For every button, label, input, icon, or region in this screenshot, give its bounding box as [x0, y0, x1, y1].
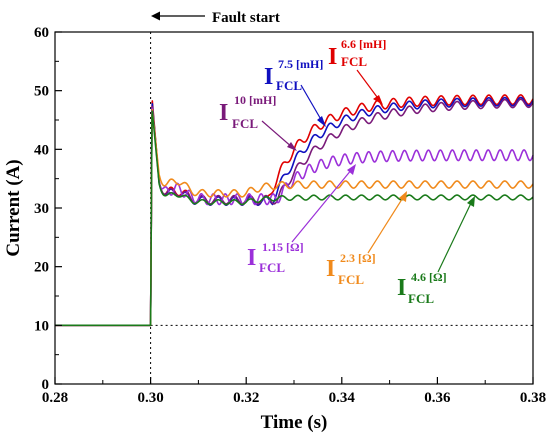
series-line-3 — [54, 98, 534, 327]
x-tick-label: 0.30 — [137, 390, 163, 406]
label-4.6-ohm: I 4.6 [Ω] FCL — [397, 270, 447, 306]
fault-start-label: Fault start — [212, 10, 280, 26]
series-line-6 — [54, 110, 534, 327]
pointer-arrows — [261, 69, 475, 273]
y-tick-label: 10 — [34, 318, 49, 334]
series-line-4 — [54, 107, 534, 327]
y-axis-title: Current (A) — [3, 159, 24, 256]
y-tick-label: 60 — [34, 25, 49, 41]
x-tick-label: 0.38 — [520, 390, 546, 406]
y-tick-label: 30 — [34, 201, 49, 217]
plot-frame — [54, 31, 534, 385]
series-line-1 — [54, 94, 534, 327]
x-tick-label: 0.32 — [233, 390, 259, 406]
series-line-5 — [54, 108, 534, 327]
y-tick-label: 40 — [34, 142, 49, 158]
series-line-2 — [54, 96, 534, 327]
x-axis-title: Time (s) — [261, 412, 328, 433]
label-2.3-ohm: I 2.3 [Ω] FCL — [326, 251, 376, 287]
x-tick-label: 0.28 — [42, 390, 68, 406]
x-tick-label: 0.36 — [424, 390, 451, 406]
axis-ticks: 0.28 0.30 0.32 0.34 0.36 0.38 0 10 20 30 40 50 60 — [34, 25, 546, 406]
fault-arrow-head — [151, 11, 160, 21]
label-7.5-mh: I 7.5 [mH] FCL — [264, 57, 323, 93]
y-tick-label: 0 — [42, 377, 50, 393]
label-10-mh: I 10 [mH] FCL — [219, 93, 276, 131]
series-lines — [54, 32, 534, 384]
x-tick-label: 0.34 — [329, 390, 356, 406]
label-6.6-mh: I 6.6 [mH] FCL — [328, 37, 386, 70]
y-tick-label: 20 — [34, 260, 49, 276]
label-1.15-ohm: I 1.15 [Ω] FCL — [247, 240, 304, 275]
y-tick-label: 50 — [34, 84, 49, 100]
